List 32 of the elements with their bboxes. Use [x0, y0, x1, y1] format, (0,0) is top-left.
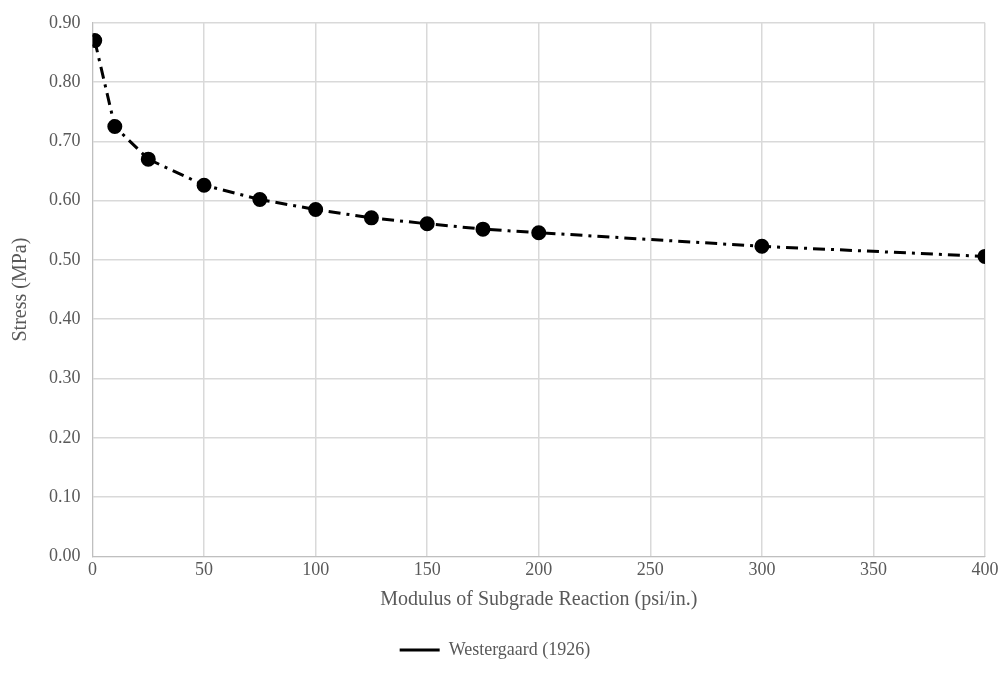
- point: [475, 221, 491, 237]
- point: [308, 202, 324, 218]
- x-tick-label: 150: [413, 558, 441, 579]
- x-axis-title: Modulus of Subgrade Reaction (psi/in.): [380, 587, 698, 611]
- y-tick-label: 0.00: [49, 545, 81, 566]
- x-tick-label: 350: [859, 558, 887, 579]
- y-tick-label: 0.60: [49, 189, 81, 210]
- y-tick-label: 0.80: [49, 70, 81, 91]
- y-tick-label: 0.30: [49, 367, 81, 388]
- y-tick-label: 0.10: [49, 485, 81, 506]
- point: [754, 238, 770, 254]
- point: [140, 151, 156, 167]
- x-tick-label: 0: [88, 558, 97, 579]
- point: [252, 191, 268, 207]
- y-tick-label: 0.40: [49, 307, 81, 328]
- y-tick-label: 0.50: [49, 248, 81, 269]
- x-tick-label: 200: [525, 558, 553, 579]
- point: [107, 119, 123, 135]
- y-axis-title: Stress (MPa): [8, 237, 32, 342]
- x-tick-label: 50: [195, 558, 214, 579]
- point: [196, 177, 212, 193]
- y-tick-label: 0.90: [49, 11, 81, 32]
- point: [531, 225, 547, 241]
- x-tick-label: 250: [636, 558, 664, 579]
- point: [419, 216, 435, 232]
- point: [363, 210, 379, 226]
- legend-label: Westergaard (1926): [448, 638, 591, 660]
- x-tick-label: 300: [748, 558, 776, 579]
- y-tick-label: 0.70: [49, 130, 81, 151]
- x-tick-label: 100: [302, 558, 330, 579]
- y-tick-label: 0.20: [49, 426, 81, 447]
- x-tick-label: 400: [971, 558, 999, 579]
